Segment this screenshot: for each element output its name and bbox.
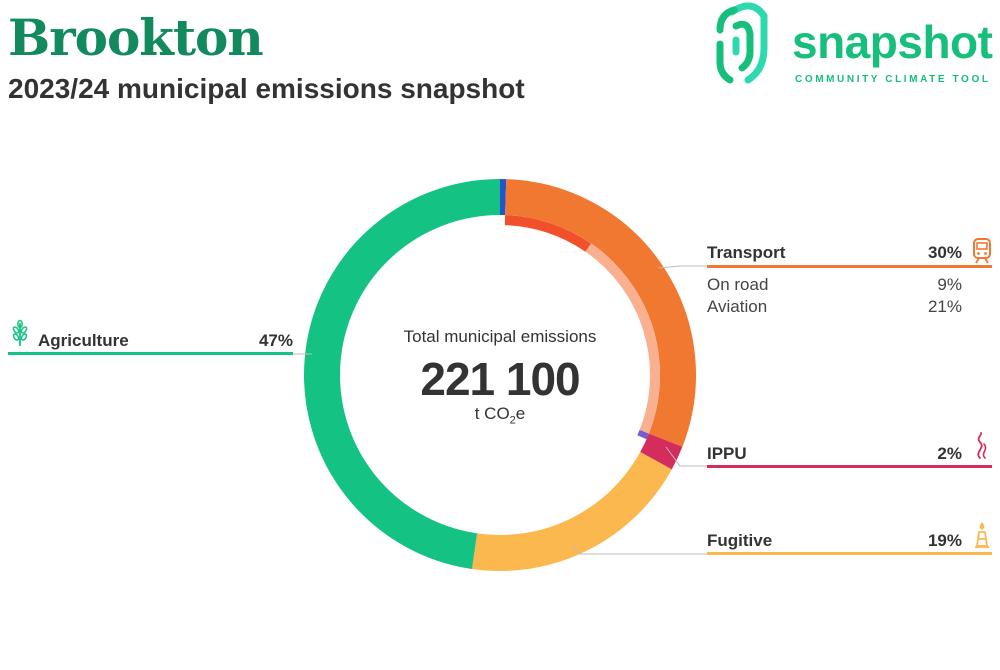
category-rule [707, 265, 992, 268]
category-name: Transport [707, 243, 786, 262]
page-title: Brookton [8, 8, 264, 67]
category-name: IPPU [707, 444, 747, 463]
fingerprint-logo-icon [716, 2, 768, 84]
total-unit: t CO2e [474, 404, 526, 427]
wheat-icon [12, 319, 28, 346]
category-rule [707, 552, 992, 555]
logo-tagline: COMMUNITY CLIMATE TOOL [795, 74, 991, 85]
page-subtitle: 2023/24 municipal emissions snapshot [8, 73, 525, 104]
category-rule [707, 465, 992, 468]
category-name: Agriculture [38, 331, 129, 350]
train-icon [973, 238, 991, 264]
smoke-icon [977, 432, 987, 459]
donut-slice-transport [504, 179, 696, 447]
donut-rings [304, 179, 696, 571]
category-rule [8, 352, 293, 355]
transport-leader-line [657, 265, 707, 269]
category-fugitive: Fugitive 19% [707, 522, 992, 557]
donut-slice-agriculture [304, 179, 501, 569]
category-transport: Transport 30% On road 9% Aviation 21% [707, 238, 992, 323]
category-name: Fugitive [707, 531, 773, 550]
category-ippu: IPPU 2% [707, 432, 992, 470]
subcategory-name: Aviation [707, 297, 768, 316]
category-percent: 2% [937, 444, 962, 463]
snapshot-logo: snapshot COMMUNITY CLIMATE TOOL [712, 0, 1000, 90]
subcategory-percent: 21% [927, 297, 962, 316]
gas-flare-icon [975, 522, 989, 548]
subcategory-row: On road 9% [707, 275, 962, 297]
donut-subslice-ippu [637, 429, 649, 440]
total-label: Total municipal emissions [403, 327, 597, 346]
donut-slice-fugitive [471, 451, 672, 571]
category-percent: 47% [258, 331, 293, 350]
subcategory-percent: 9% [937, 275, 962, 294]
logo-wordmark: snapshot [792, 16, 993, 68]
category-percent: 19% [927, 531, 962, 550]
ippu-leader-line [665, 446, 707, 467]
fugitive-leader-line [572, 544, 707, 555]
donut-subslice-on-road [504, 215, 592, 252]
subcategory-row: Aviation 21% [707, 297, 962, 319]
category-agriculture: Agriculture 47% [8, 319, 293, 357]
total-value: 221 100 [420, 353, 580, 405]
donut-subslice-aviation [585, 243, 660, 434]
category-percent: 30% [927, 243, 962, 262]
donut-slice-ippu [640, 433, 683, 470]
subcategory-name: On road [707, 275, 769, 294]
